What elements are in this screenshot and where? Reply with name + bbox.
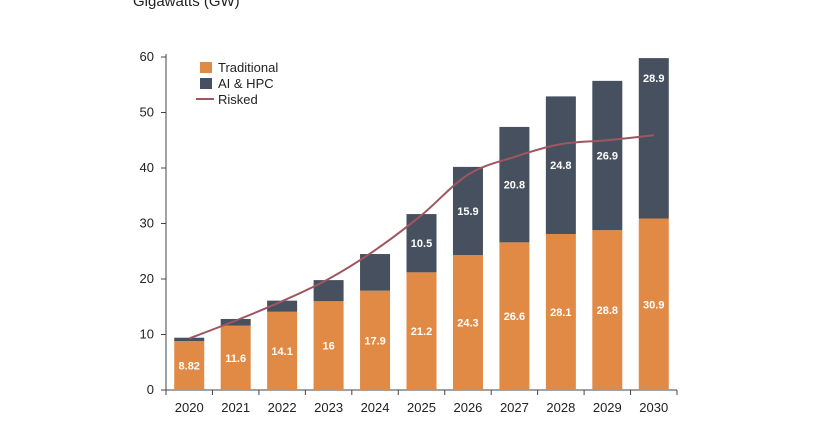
- data-label-traditional: 17.9: [364, 335, 385, 347]
- legend-label-risked: Risked: [218, 92, 258, 107]
- data-label-traditional: 8.82: [179, 361, 200, 373]
- y-tick-label: 10: [140, 327, 154, 342]
- legend-label-traditional: Traditional: [218, 60, 278, 75]
- data-label-ai-hpc: 24.8: [550, 160, 571, 172]
- bar-traditional: [638, 218, 669, 390]
- bar-traditional: [592, 230, 623, 390]
- y-tick-label: 40: [140, 160, 154, 175]
- data-label-traditional: 11.6: [225, 353, 246, 365]
- data-label-traditional: 28.1: [550, 307, 571, 319]
- bar-traditional: [499, 242, 530, 390]
- chart-title: Gigawatts (GW): [133, 0, 240, 10]
- bar-ai-hpc: [592, 80, 623, 231]
- bar-traditional: [406, 272, 437, 390]
- y-tick-label: 0: [147, 382, 154, 397]
- data-label-ai-hpc: 20.8: [504, 180, 525, 192]
- x-tick-label: 2023: [314, 400, 343, 415]
- x-tick-label: 2022: [268, 400, 297, 415]
- bar-traditional: [360, 290, 391, 390]
- bar-ai-hpc: [313, 280, 344, 302]
- line-risked: [188, 134, 654, 340]
- bar-ai-hpc: [220, 318, 251, 326]
- y-tick-label: 30: [140, 216, 154, 231]
- x-tick-label: 2025: [407, 400, 436, 415]
- x-tick-label: 2020: [175, 400, 204, 415]
- data-label-traditional: 30.9: [643, 299, 664, 311]
- data-label-traditional: 21.2: [411, 326, 432, 338]
- data-label-ai-hpc: 28.9: [643, 73, 664, 85]
- bar-ai-hpc: [638, 58, 669, 219]
- bar-ai-hpc: [360, 254, 391, 291]
- y-tick-label: 60: [140, 49, 154, 64]
- x-tick-label: 2027: [500, 400, 529, 415]
- legend-label-ai-hpc: AI & HPC: [218, 76, 274, 91]
- legend-swatch-traditional: [200, 62, 212, 73]
- data-label-traditional: 16: [322, 341, 334, 353]
- x-tick-label: 2024: [361, 400, 390, 415]
- data-label-ai-hpc: 26.9: [597, 151, 618, 163]
- bar-ai-hpc: [267, 300, 298, 312]
- bar-traditional: [174, 341, 205, 390]
- x-tick-label: 2021: [221, 400, 250, 415]
- legend-swatch-ai-hpc: [200, 78, 212, 89]
- bar-traditional: [545, 234, 576, 390]
- data-label-traditional: 26.6: [504, 311, 525, 323]
- y-tick-label: 50: [140, 105, 154, 120]
- x-tick-label: 2029: [593, 400, 622, 415]
- bar-traditional: [313, 301, 344, 390]
- x-tick-label: 2028: [546, 400, 575, 415]
- bar-traditional: [452, 255, 483, 390]
- y-tick-label: 20: [140, 271, 154, 286]
- bar-ai-hpc: [545, 96, 576, 235]
- data-label-traditional: 24.3: [457, 318, 478, 330]
- bar-traditional: [267, 311, 298, 390]
- x-tick-label: 2026: [453, 400, 482, 415]
- bar-ai-hpc: [499, 126, 530, 243]
- bar-ai-hpc: [174, 337, 205, 342]
- bar-traditional: [220, 325, 251, 390]
- data-label-ai-hpc: 15.9: [457, 206, 478, 218]
- x-tick-label: 2030: [639, 400, 668, 415]
- data-label-traditional: 28.8: [597, 305, 618, 317]
- data-label-ai-hpc: 10.5: [411, 238, 432, 250]
- data-label-traditional: 14.1: [271, 346, 292, 358]
